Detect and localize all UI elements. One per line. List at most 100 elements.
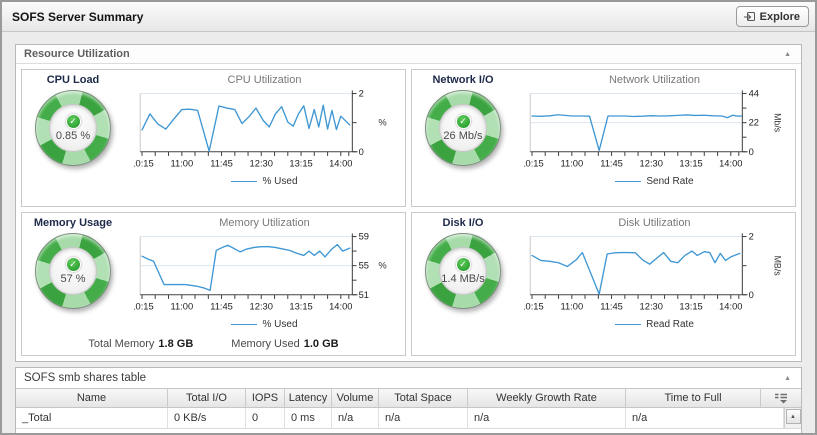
network-gauge-column: Network I/O ✓ 26 Mb/s [412,70,514,206]
svg-text:13:15: 13:15 [679,301,702,311]
legend-label: Send Rate [646,176,694,187]
cpu-gauge-column: CPU Load ✓ 0.85 % [22,70,124,206]
cell-latency: 0 ms [285,408,332,428]
legend-line-swatch [231,324,258,325]
svg-text:10:15: 10:15 [524,301,544,311]
title-bar: SOFS Server Summary Explore [2,2,815,32]
memory-used-label: Memory Used [231,338,300,350]
collapse-panel-icon[interactable]: ▲ [784,50,791,58]
column-header-iops[interactable]: IOPS [246,389,285,407]
explore-button-label: Explore [759,10,800,23]
svg-text:12:30: 12:30 [249,158,272,168]
status-ok-icon: ✓ [455,114,471,129]
legend-label: Read Rate [646,319,694,330]
cpu-load-gauge[interactable]: ✓ 0.85 % [35,90,111,166]
cpu-gauge-label: CPU Load [46,74,100,86]
memory-used: Memory Used 1.0 GB [231,338,338,350]
svg-text:2: 2 [748,232,753,242]
svg-text:Mb/s: Mb/s [772,113,782,133]
svg-text:MB/s: MB/s [772,256,782,277]
svg-text:0: 0 [748,147,753,157]
disk-quadrant: Disk I/O ✓ 1.4 MB/s Disk Utilization 10:… [411,212,796,356]
svg-text:0: 0 [748,290,753,300]
collapse-table-icon[interactable]: ▲ [784,374,791,382]
svg-text:11:45: 11:45 [600,158,623,168]
legend-line-swatch [231,181,258,182]
smb-shares-table-panel: SOFS smb shares table ▲ Name Total I/O I… [15,367,802,433]
explore-button[interactable]: Explore [735,6,809,27]
column-customizer-button[interactable] [761,389,801,407]
resource-utilization-title: Resource Utilization [24,48,130,60]
smb-table-header: SOFS smb shares table ▲ [16,368,801,388]
total-memory: Total Memory 1.8 GB [88,338,193,350]
network-quadrant: Network I/O ✓ 26 Mb/s Network Utilizatio… [411,69,796,207]
status-ok-icon: ✓ [455,257,471,272]
network-chart-legend: Send Rate [615,176,694,187]
network-gauge-value: 26 Mb/s [443,130,483,142]
cpu-chart-legend: % Used [231,176,298,187]
svg-text:2: 2 [358,89,363,99]
svg-text:12:30: 12:30 [639,301,662,311]
column-header-volume[interactable]: Volume [332,389,379,407]
cpu-chart-title: CPU Utilization [227,74,302,86]
svg-text:51: 51 [358,290,368,300]
page-title: SOFS Server Summary [12,9,144,24]
scroll-up-button[interactable]: ▲ [785,409,801,424]
resource-utilization-panel: Resource Utilization ▲ CPU Load ✓ 0.85 %… [15,44,802,362]
memory-footer: Total Memory 1.8 GB Memory Used 1.0 GB [22,338,405,350]
cpu-gauge-value: 0.85 % [55,130,91,142]
resource-utilization-header: Resource Utilization ▲ [16,45,801,64]
svg-text:14:00: 14:00 [329,158,352,168]
column-header-name[interactable]: Name [16,389,168,407]
table-row[interactable]: _Total 0 KB/s 0 0 ms n/a n/a n/a n/a ▲ [16,408,801,429]
column-header-total-io[interactable]: Total I/O [168,389,246,407]
svg-text:44: 44 [748,89,758,99]
svg-text:11:00: 11:00 [170,301,193,311]
svg-text:22: 22 [748,118,758,128]
svg-text:13:15: 13:15 [289,158,312,168]
svg-text:13:15: 13:15 [289,301,312,311]
svg-text:14:00: 14:00 [719,158,742,168]
svg-text:14:00: 14:00 [329,301,352,311]
disk-utilization-chart[interactable]: 10:15 11:00 11:45 12:30 13:15 14:00 0 2 MB/s [524,230,786,320]
total-memory-label: Total Memory [88,338,155,350]
svg-text:12:30: 12:30 [249,301,272,311]
quadrant-grid: CPU Load ✓ 0.85 % CPU Utilization 10:151… [16,64,801,361]
disk-chart-title: Disk Utilization [618,217,691,229]
svg-text:59: 59 [358,232,368,242]
memory-used-value: 1.0 GB [303,338,339,350]
disk-gauge-face: ✓ 1.4 MB/s [439,247,487,295]
cpu-chart-column: CPU Utilization 10:15 11:00 11:45 12:30 13:1… [124,70,405,206]
network-utilization-chart[interactable]: 10:15 11:00 11:45 12:30 13:15 14:00 0 22 44 Mb/s [524,87,786,177]
network-io-gauge[interactable]: ✓ 26 Mb/s [425,90,501,166]
smb-table-title: SOFS smb shares table [24,372,147,384]
svg-text:10:15: 10:15 [134,301,154,311]
memory-gauge-face: ✓ 57 % [49,247,97,295]
memory-utilization-chart[interactable]: 10:15 11:00 11:45 12:30 13:15 14:00 51 55 59% [134,230,396,320]
cpu-utilization-chart[interactable]: 10:15 11:00 11:45 12:30 13:15 14:00 0 2% [134,87,396,177]
svg-text:13:15: 13:15 [679,158,702,168]
memory-gauge-label: Memory Usage [33,217,113,229]
memory-usage-gauge[interactable]: ✓ 57 % [35,233,111,309]
svg-text:11:45: 11:45 [210,301,233,311]
total-memory-value: 1.8 GB [158,338,194,350]
column-header-latency[interactable]: Latency [285,389,332,407]
column-header-total-space[interactable]: Total Space [379,389,468,407]
svg-text:14:00: 14:00 [719,301,742,311]
table-scrollbar[interactable]: ▲ [784,408,801,428]
memory-chart-title: Memory Utilization [219,217,310,229]
svg-text:%: % [378,118,386,128]
legend-label: % Used [262,176,298,187]
column-header-weekly-growth-rate[interactable]: Weekly Growth Rate [468,389,626,407]
svg-text:11:45: 11:45 [600,301,623,311]
cell-total-io: 0 KB/s [168,408,246,428]
column-header-time-to-full[interactable]: Time to Full [626,389,761,407]
svg-text:10:15: 10:15 [524,158,544,168]
clipped-next-row [16,429,801,433]
cell-time-to-full: n/a [626,408,784,428]
disk-gauge-column: Disk I/O ✓ 1.4 MB/s [412,213,514,355]
cell-iops: 0 [246,408,285,428]
disk-gauge-label: Disk I/O [442,217,484,229]
disk-io-gauge[interactable]: ✓ 1.4 MB/s [425,233,501,309]
